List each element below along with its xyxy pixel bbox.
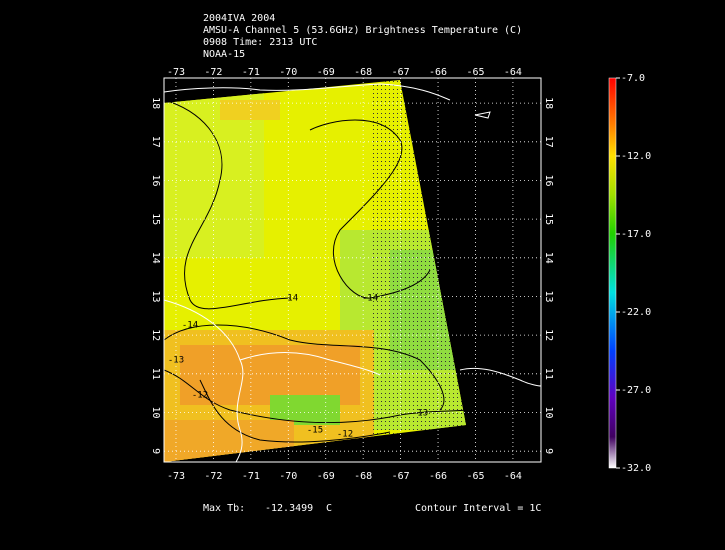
x-tick-label: -67	[392, 67, 410, 78]
x-tick-label: -71	[242, 471, 260, 482]
colorbar-tick-label: -22.0	[621, 307, 651, 318]
y-tick-label: 13	[543, 290, 554, 302]
contours	[163, 99, 467, 443]
y-tick-label: 14	[543, 252, 554, 264]
x-tick-label: -69	[317, 67, 335, 78]
contour-label: -15	[307, 426, 323, 436]
contour-label: -14	[282, 294, 298, 304]
y-tick-label: 9	[543, 448, 554, 454]
y-tick-label: 10	[543, 406, 554, 418]
x-tick-label: -70	[279, 471, 297, 482]
x-tick-label: -70	[279, 67, 297, 78]
contour-label: -13	[168, 356, 184, 366]
footer-label: Max Tb:	[203, 503, 245, 514]
footer: Max Tb: -12.3499 C Contour Interval = 1C	[203, 503, 541, 514]
x-tick-label: -68	[354, 67, 372, 78]
x-tick-label: -72	[204, 471, 222, 482]
y-tick-label: 12	[543, 329, 554, 341]
y-tick-label: 16	[543, 174, 554, 186]
footer-unit: C	[326, 503, 332, 514]
y-tick-label: 11	[543, 368, 554, 380]
y-tick-label: 17	[150, 136, 161, 148]
y-tick-label: 15	[150, 213, 161, 225]
header-line: AMSU-A Channel 5 (53.6GHz) Brightness Te…	[203, 25, 522, 36]
y-tick-label: 10	[150, 406, 161, 418]
coastline	[459, 367, 542, 387]
header-line: NOAA-15	[203, 49, 245, 60]
x-tick-label: -66	[429, 471, 447, 482]
y-tick-label: 16	[150, 174, 161, 186]
header-line: 2004IVA 2004	[203, 13, 275, 24]
contour-label: -13	[412, 409, 428, 419]
y-tick-label: 11	[150, 368, 161, 380]
colorbar-tick-label: -27.0	[621, 385, 651, 396]
contour-line	[309, 119, 431, 299]
colorbar-tick-label: -12.0	[621, 151, 651, 162]
coastline	[163, 299, 244, 463]
contour-label: -12	[192, 391, 208, 401]
contour-label: -14	[362, 294, 378, 304]
coastline	[474, 111, 491, 119]
x-tick-label: -65	[466, 67, 484, 78]
x-tick-label: -73	[167, 67, 185, 78]
contour-label: -14	[182, 321, 198, 331]
footer-value: -12.3499	[265, 503, 313, 514]
y-tick-label: 15	[543, 213, 554, 225]
axes: -73 -73 -72 -72 -71 -71 -70 -70 -69 -69 -68 -68 -67 -…	[150, 67, 554, 482]
colorbar-tick-label: -7.0	[621, 73, 645, 84]
colorbar: -7.0 -12.0 -17.0 -22.0 -27.0 -32.0	[608, 73, 651, 474]
contour-line	[163, 369, 467, 424]
x-tick-label: -72	[204, 67, 222, 78]
contour-label: -12	[337, 430, 353, 440]
y-tick-label: 18	[150, 97, 161, 109]
footer-interval: Contour Interval = 1C	[415, 503, 541, 514]
y-tick-label: 13	[150, 290, 161, 302]
coastline	[163, 83, 451, 101]
colorbar-tick-label: -17.0	[621, 229, 651, 240]
y-tick-label: 14	[150, 252, 161, 264]
contour-line	[199, 379, 391, 443]
colorbar-tick-label: -32.0	[621, 463, 651, 474]
header: 2004IVA 2004 AMSU-A Channel 5 (53.6GHz) …	[203, 13, 522, 60]
plot-frame	[163, 77, 542, 463]
y-tick-label: 17	[543, 136, 554, 148]
x-tick-label: -67	[392, 471, 410, 482]
y-tick-label: 9	[150, 448, 161, 454]
x-tick-label: -71	[242, 67, 260, 78]
y-tick-label: 18	[543, 97, 554, 109]
colorbar-scale	[608, 77, 617, 469]
x-tick-label: -69	[317, 471, 335, 482]
x-tick-label: -65	[466, 471, 484, 482]
x-tick-label: -64	[504, 67, 522, 78]
x-tick-label: -64	[504, 471, 522, 482]
x-tick-label: -66	[429, 67, 447, 78]
x-tick-label: -68	[354, 471, 372, 482]
y-tick-label: 12	[150, 329, 161, 341]
coastlines	[163, 83, 542, 463]
header-line: 0908 Time: 2313 UTC	[203, 37, 317, 48]
contour-line	[163, 99, 291, 310]
coastline	[239, 352, 381, 376]
x-tick-label: -73	[167, 471, 185, 482]
